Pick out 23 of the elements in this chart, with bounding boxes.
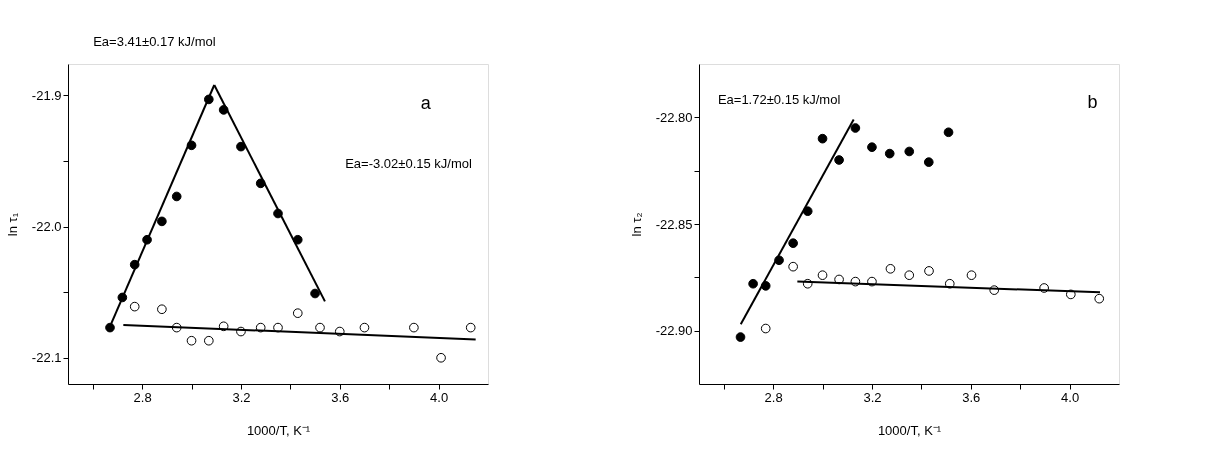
x-tick-label: 3.6 xyxy=(331,389,350,405)
x-tick-label: 2.8 xyxy=(764,389,783,405)
x-tick-label: 3.2 xyxy=(232,389,251,405)
x-tick-label: 3.2 xyxy=(863,389,882,405)
y-axis-title: ln τ₁ xyxy=(4,212,20,237)
annotation: Ea=-3.02±0.15 kJ/mol xyxy=(345,156,473,171)
y-axis-title: ln τ₂ xyxy=(628,212,644,237)
annotation: Ea=1.72±0.15 kJ/mol xyxy=(717,92,841,107)
x-tick-label: 2.8 xyxy=(133,389,152,405)
x-tick-label: 4.0 xyxy=(430,389,449,405)
x-axis-title: 1000/T, K⁻¹ xyxy=(877,422,942,438)
y-tick-label: -22.80 xyxy=(655,109,693,125)
y-tick-label: -21.9 xyxy=(31,87,62,103)
y-tick-label: -22.1 xyxy=(31,350,62,366)
y-tick-label: -22.0 xyxy=(31,219,62,235)
x-axis-title: 1000/T, K⁻¹ xyxy=(246,422,311,438)
x-tick-label: 4.0 xyxy=(1061,389,1080,405)
y-tick-label: -22.85 xyxy=(655,216,693,232)
annotation: a xyxy=(420,93,432,113)
y-tick-label: -22.90 xyxy=(655,323,693,339)
text: Ea=3.41±0.17 kJ/mol xyxy=(93,34,216,49)
x-tick-label: 3.6 xyxy=(962,389,981,405)
annotation: b xyxy=(1087,92,1098,112)
